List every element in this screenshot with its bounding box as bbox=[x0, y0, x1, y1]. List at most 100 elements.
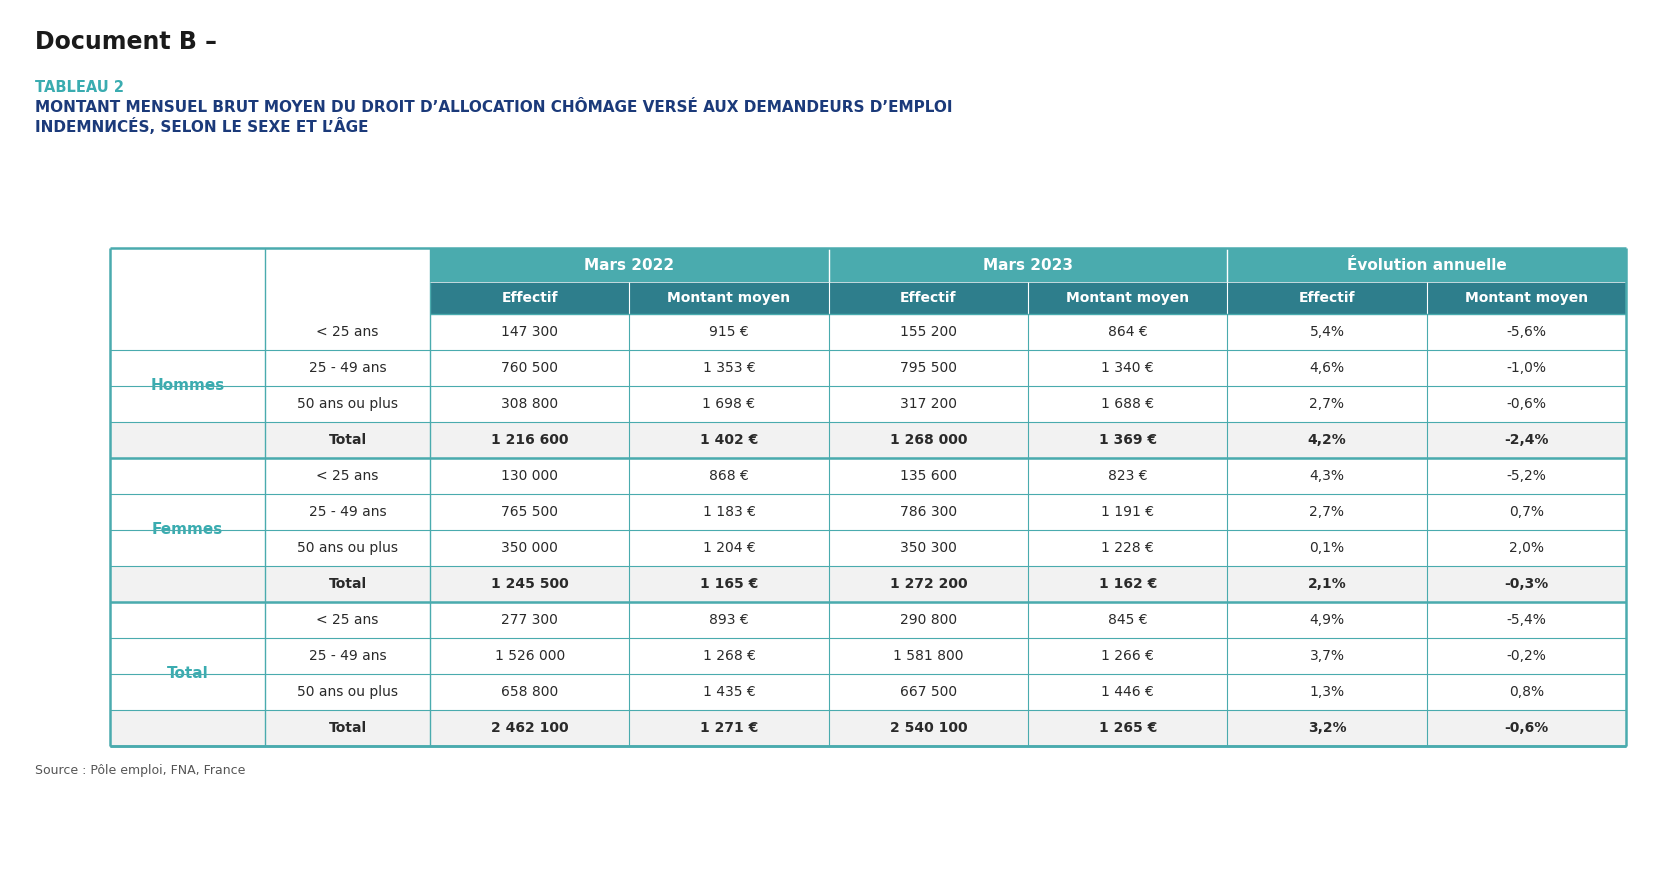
Text: 147 300: 147 300 bbox=[501, 325, 558, 339]
Bar bbox=[109, 530, 1625, 566]
Text: 845 €: 845 € bbox=[1107, 613, 1147, 627]
Text: < 25 ans: < 25 ans bbox=[316, 325, 379, 339]
Text: 1 340 €: 1 340 € bbox=[1101, 361, 1154, 375]
Text: 3,2%: 3,2% bbox=[1307, 721, 1346, 735]
Text: Évolution annuelle: Évolution annuelle bbox=[1346, 258, 1506, 273]
Text: Effectif: Effectif bbox=[900, 291, 957, 305]
Text: 2 540 100: 2 540 100 bbox=[889, 721, 967, 735]
Text: 1 216 600: 1 216 600 bbox=[490, 433, 568, 447]
Bar bbox=[430, 248, 1625, 282]
Text: 155 200: 155 200 bbox=[899, 325, 957, 339]
Text: 1 268 €: 1 268 € bbox=[702, 649, 755, 663]
Text: Montant moyen: Montant moyen bbox=[1066, 291, 1188, 305]
Text: Total: Total bbox=[328, 433, 366, 447]
Text: 350 000: 350 000 bbox=[501, 541, 558, 555]
Text: 1 353 €: 1 353 € bbox=[702, 361, 755, 375]
Text: Document B –: Document B – bbox=[35, 30, 217, 54]
Text: Total: Total bbox=[167, 667, 209, 681]
Text: 2,0%: 2,0% bbox=[1508, 541, 1542, 555]
Text: Femmes: Femmes bbox=[152, 522, 223, 537]
Text: < 25 ans: < 25 ans bbox=[316, 469, 379, 483]
Text: 1 162 €: 1 162 € bbox=[1097, 577, 1157, 591]
Text: 1 183 €: 1 183 € bbox=[702, 505, 755, 519]
Bar bbox=[430, 282, 1625, 314]
Text: 667 500: 667 500 bbox=[899, 685, 957, 699]
Text: Montant moyen: Montant moyen bbox=[1465, 291, 1587, 305]
Text: 1 369 €: 1 369 € bbox=[1097, 433, 1155, 447]
Text: 893 €: 893 € bbox=[708, 613, 748, 627]
Text: 1 446 €: 1 446 € bbox=[1101, 685, 1154, 699]
Text: 0,8%: 0,8% bbox=[1508, 685, 1542, 699]
Text: < 25 ans: < 25 ans bbox=[316, 613, 379, 627]
Bar bbox=[109, 566, 1625, 602]
Text: -5,6%: -5,6% bbox=[1506, 325, 1546, 339]
Text: 1 204 €: 1 204 € bbox=[702, 541, 755, 555]
Text: -0,6%: -0,6% bbox=[1506, 397, 1546, 411]
Text: 1 265 €: 1 265 € bbox=[1097, 721, 1157, 735]
Text: 25 - 49 ans: 25 - 49 ans bbox=[308, 361, 386, 375]
Text: 2,7%: 2,7% bbox=[1309, 505, 1344, 519]
Text: 823 €: 823 € bbox=[1107, 469, 1147, 483]
Bar bbox=[109, 458, 1625, 494]
Text: 277 300: 277 300 bbox=[501, 613, 558, 627]
Text: 1 228 €: 1 228 € bbox=[1101, 541, 1154, 555]
Text: 50 ans ou plus: 50 ans ou plus bbox=[296, 541, 397, 555]
Text: 1,3%: 1,3% bbox=[1309, 685, 1344, 699]
Bar bbox=[109, 710, 1625, 746]
Text: 135 600: 135 600 bbox=[899, 469, 957, 483]
Text: 317 200: 317 200 bbox=[899, 397, 957, 411]
Text: 1 698 €: 1 698 € bbox=[702, 397, 755, 411]
Text: Mars 2022: Mars 2022 bbox=[584, 258, 674, 273]
Text: 1 271 €: 1 271 € bbox=[700, 721, 758, 735]
Text: 0,7%: 0,7% bbox=[1508, 505, 1542, 519]
Text: Mars 2023: Mars 2023 bbox=[983, 258, 1072, 273]
Text: 290 800: 290 800 bbox=[899, 613, 957, 627]
Text: 760 500: 760 500 bbox=[501, 361, 558, 375]
Text: 4,9%: 4,9% bbox=[1309, 613, 1344, 627]
Text: 50 ans ou plus: 50 ans ou plus bbox=[296, 397, 397, 411]
Text: 1 581 800: 1 581 800 bbox=[892, 649, 963, 663]
Text: Effectif: Effectif bbox=[1298, 291, 1354, 305]
Text: Total: Total bbox=[328, 721, 366, 735]
Text: 3,7%: 3,7% bbox=[1309, 649, 1344, 663]
Text: Source : Pôle emploi, FNA, France: Source : Pôle emploi, FNA, France bbox=[35, 764, 245, 777]
Text: 25 - 49 ans: 25 - 49 ans bbox=[308, 505, 386, 519]
Text: TABLEAU 2: TABLEAU 2 bbox=[35, 80, 124, 95]
Text: 4,2%: 4,2% bbox=[1307, 433, 1346, 447]
Text: 1 688 €: 1 688 € bbox=[1101, 397, 1154, 411]
Text: 5,4%: 5,4% bbox=[1309, 325, 1344, 339]
Text: 786 300: 786 300 bbox=[899, 505, 957, 519]
Text: -1,0%: -1,0% bbox=[1506, 361, 1546, 375]
Text: Montant moyen: Montant moyen bbox=[667, 291, 789, 305]
Bar bbox=[109, 494, 1625, 530]
Text: MONTANT MENSUEL BRUT MOYEN DU DROIT D’ALLOCATION CHÔMAGE VERSÉ AUX DEMANDEURS D’: MONTANT MENSUEL BRUT MOYEN DU DROIT D’AL… bbox=[35, 100, 952, 115]
Text: 1 268 000: 1 268 000 bbox=[889, 433, 967, 447]
Text: Total: Total bbox=[328, 577, 366, 591]
Text: -0,3%: -0,3% bbox=[1503, 577, 1547, 591]
Text: 0,1%: 0,1% bbox=[1309, 541, 1344, 555]
Text: 1 402 €: 1 402 € bbox=[700, 433, 758, 447]
Bar bbox=[109, 350, 1625, 386]
Text: 2,7%: 2,7% bbox=[1309, 397, 1344, 411]
Text: INDEMNИСÉS, SELON LE SEXE ET L’ÂGE: INDEMNИСÉS, SELON LE SEXE ET L’ÂGE bbox=[35, 118, 369, 135]
Text: 308 800: 308 800 bbox=[501, 397, 558, 411]
Bar bbox=[109, 674, 1625, 710]
Text: 1 266 €: 1 266 € bbox=[1101, 649, 1154, 663]
Text: 50 ans ou plus: 50 ans ou plus bbox=[296, 685, 397, 699]
Text: 1 272 200: 1 272 200 bbox=[889, 577, 967, 591]
Text: 2,1%: 2,1% bbox=[1307, 577, 1346, 591]
Text: 795 500: 795 500 bbox=[899, 361, 957, 375]
Text: 765 500: 765 500 bbox=[501, 505, 558, 519]
Bar bbox=[109, 422, 1625, 458]
Bar bbox=[109, 602, 1625, 638]
Text: 868 €: 868 € bbox=[708, 469, 748, 483]
Text: -0,6%: -0,6% bbox=[1503, 721, 1547, 735]
Text: 915 €: 915 € bbox=[708, 325, 748, 339]
Text: -2,4%: -2,4% bbox=[1503, 433, 1547, 447]
Text: 350 300: 350 300 bbox=[899, 541, 957, 555]
Text: 25 - 49 ans: 25 - 49 ans bbox=[308, 649, 386, 663]
Bar bbox=[109, 386, 1625, 422]
Text: -0,2%: -0,2% bbox=[1506, 649, 1546, 663]
Text: -5,4%: -5,4% bbox=[1506, 613, 1546, 627]
Text: 1 435 €: 1 435 € bbox=[702, 685, 755, 699]
